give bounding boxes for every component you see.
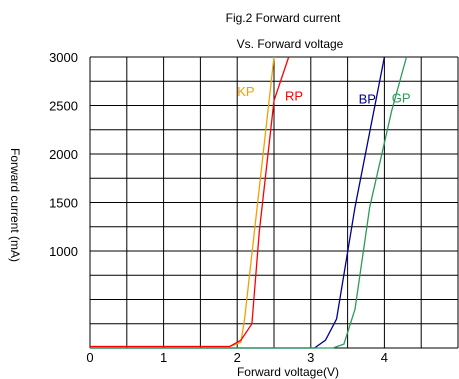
chart-title: Fig.2 Forward current <box>226 11 341 25</box>
y-tick-label: 1500 <box>49 196 78 211</box>
series-label-rp: RP <box>285 89 303 104</box>
y-tick-label: 3000 <box>49 50 78 65</box>
series-lines <box>90 56 408 349</box>
series-label-gp: GP <box>392 91 411 106</box>
y-axis-label: Forward current (mA) <box>8 148 22 262</box>
x-tick-label: 1 <box>160 350 167 365</box>
x-tick-label: 2 <box>234 350 241 365</box>
y-tick-label: 1000 <box>49 244 78 259</box>
y-tick-label: 2000 <box>49 147 78 162</box>
chart-subtitle: Vs. Forward voltage <box>237 37 344 51</box>
y-tick-label: 2500 <box>49 99 78 114</box>
x-tick-label: 3 <box>307 350 314 365</box>
tick-labels: 0 1 2 3 4 1000 1500 2000 2500 3000 <box>49 50 388 365</box>
series-line-gp <box>90 56 408 349</box>
series-label-bp: BP <box>359 92 376 107</box>
series-label-kp: KP <box>237 84 254 99</box>
x-tick-label: 4 <box>381 350 388 365</box>
x-tick-label: 0 <box>86 350 93 365</box>
x-axis-label: Forward voltage(V) <box>237 365 339 379</box>
series-line-rp <box>90 56 290 348</box>
series-labels: KP RP BP GP <box>237 84 410 107</box>
